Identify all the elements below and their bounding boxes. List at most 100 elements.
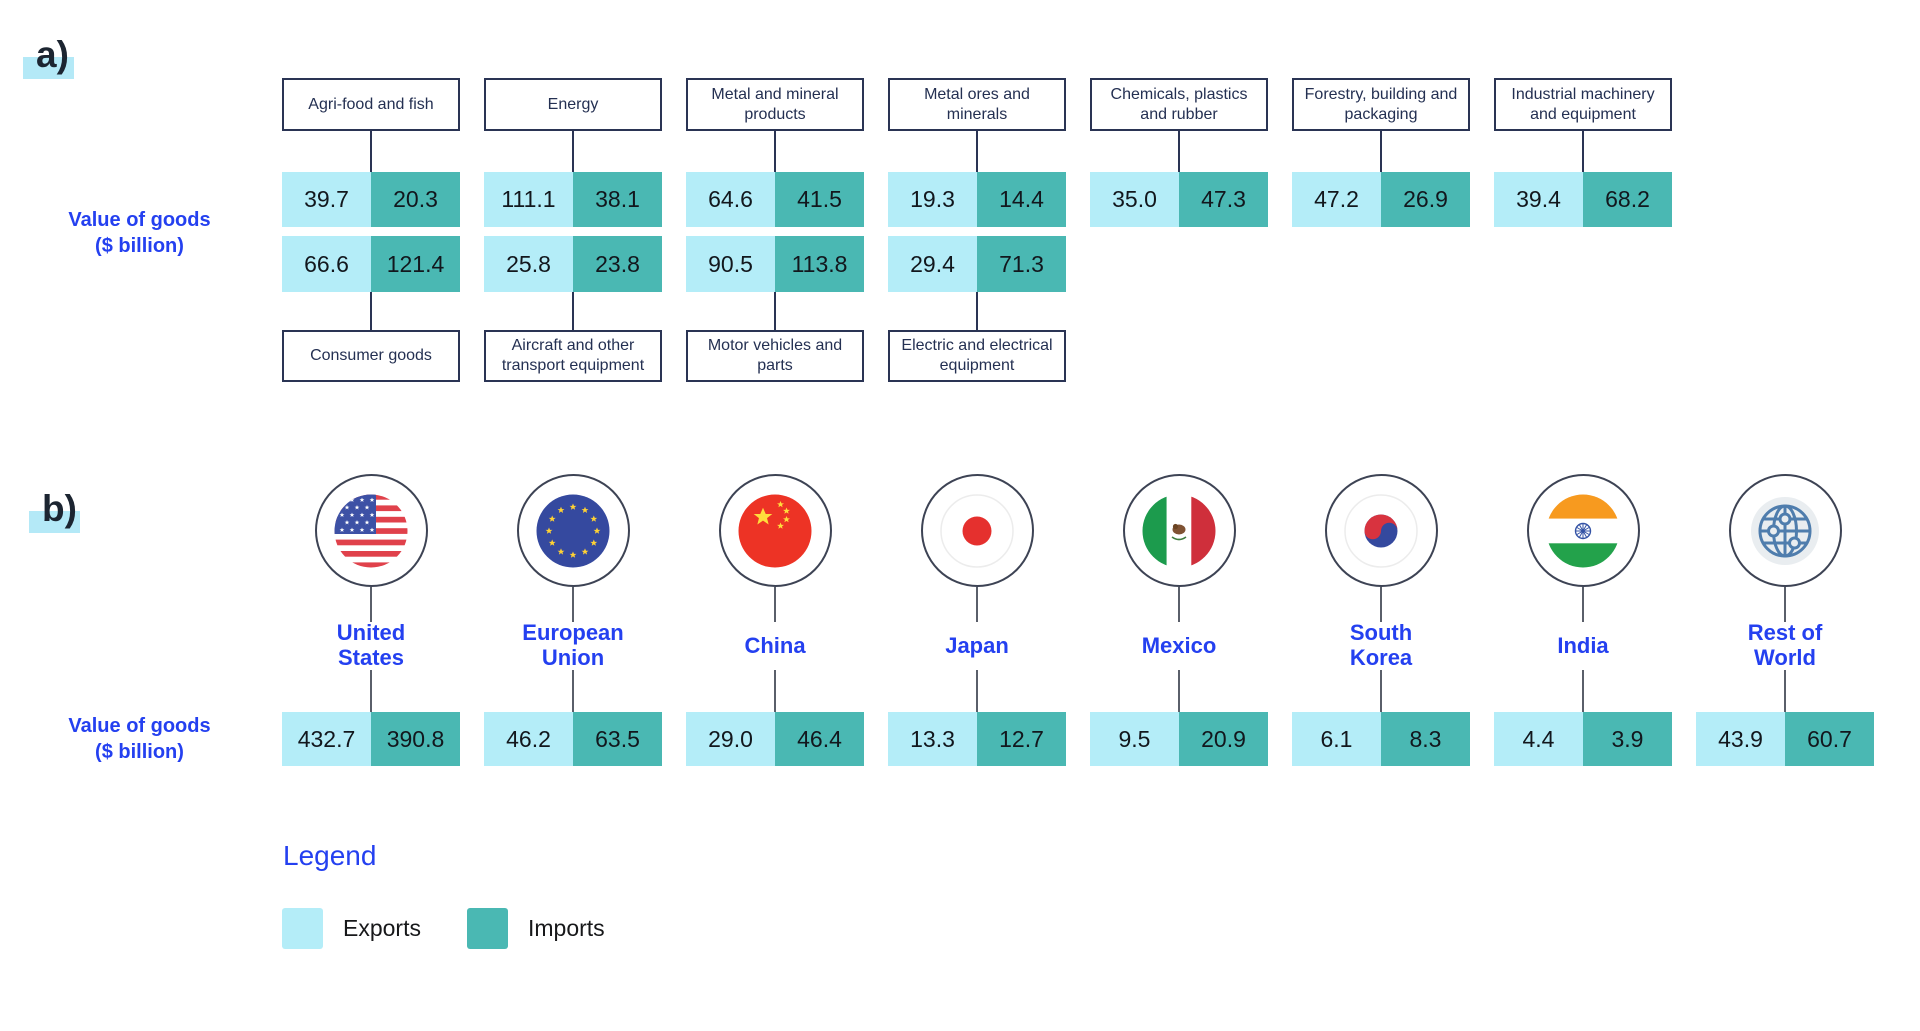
export-value-cell: 4.4	[1494, 712, 1583, 766]
category-column: Metal ores and minerals 19.3 14.4 29.4 7…	[888, 78, 1066, 382]
country-name: Mexico	[1141, 632, 1217, 658]
mexico-flag-icon	[1122, 474, 1236, 587]
category-box-bottom: Motor vehicles and parts	[686, 330, 864, 382]
india-flag-icon	[1526, 474, 1640, 587]
export-value-cell: 432.7	[282, 712, 371, 766]
country-name: South Korea	[1349, 620, 1413, 670]
country-name: Japan	[945, 632, 1009, 658]
import-value-cell: 41.5	[775, 172, 864, 227]
connector-line	[1582, 670, 1584, 712]
value-pair: 64.6 41.5	[686, 172, 864, 227]
connector-line	[1784, 587, 1786, 622]
import-value-cell: 12.7	[977, 712, 1066, 766]
connector-line	[1784, 670, 1786, 712]
panel-b-axis-label: Value of goods ($ billion)	[68, 715, 211, 763]
import-value-cell: 390.8	[371, 712, 460, 766]
category-box-top: Metal and mineral products	[686, 78, 864, 131]
import-value-cell: 63.5	[573, 712, 662, 766]
category-column: Forestry, building and packaging 47.2 26…	[1292, 78, 1470, 227]
globe-icon	[1728, 474, 1842, 587]
connector-line	[1178, 670, 1180, 712]
country-column: United States 432.7 390.8	[282, 474, 460, 766]
japan-flag-icon	[920, 474, 1034, 587]
highlight-rect	[29, 511, 80, 533]
export-value-cell: 6.1	[1292, 712, 1381, 766]
connector-line	[1178, 131, 1180, 172]
value-pair: 66.6 121.4	[282, 236, 460, 292]
connector-line	[976, 670, 978, 712]
category-box-bottom: Aircraft and other transport equipment	[484, 330, 662, 382]
connector-line	[976, 131, 978, 172]
connector-line	[1380, 587, 1382, 622]
import-value-cell: 20.9	[1179, 712, 1268, 766]
panel-a-columns: Agri-food and fish 39.7 20.3 66.6 121.4 …	[282, 78, 1672, 382]
import-value-cell: 8.3	[1381, 712, 1470, 766]
export-value-cell: 39.7	[282, 172, 371, 227]
value-pair: 13.3 12.7	[888, 712, 1066, 766]
connector-line	[1380, 670, 1382, 712]
value-pair: 29.0 46.4	[686, 712, 864, 766]
export-value-cell: 47.2	[1292, 172, 1381, 227]
export-value-cell: 90.5	[686, 236, 775, 292]
legend: Exports Imports	[282, 908, 605, 949]
connector-line	[1582, 587, 1584, 622]
import-value-cell: 3.9	[1583, 712, 1672, 766]
import-value-cell: 14.4	[977, 172, 1066, 227]
country-name: European Union	[522, 620, 624, 670]
country-column: South Korea 6.1 8.3	[1292, 474, 1470, 766]
legend-label-imports: Imports	[527, 915, 605, 941]
country-column: European Union 46.2 63.5	[484, 474, 662, 766]
value-pair: 43.9 60.7	[1696, 712, 1874, 766]
import-value-cell: 121.4	[371, 236, 460, 292]
connector-line	[572, 131, 574, 172]
import-value-cell: 38.1	[573, 172, 662, 227]
panel-a-axis-label: Value of goods ($ billion)	[68, 209, 211, 257]
category-box-bottom: Electric and electrical equipment	[888, 330, 1066, 382]
connector-line	[774, 131, 776, 172]
import-value-cell: 60.7	[1785, 712, 1874, 766]
export-value-cell: 66.6	[282, 236, 371, 292]
country-column: India 4.4 3.9	[1494, 474, 1672, 766]
eu-flag-icon	[516, 474, 630, 587]
connector-line	[572, 587, 574, 622]
panel-b-columns: United States 432.7 390.8 European Un	[282, 474, 1874, 766]
connector-line	[1582, 131, 1584, 172]
import-value-cell: 113.8	[775, 236, 864, 292]
china-flag-icon	[718, 474, 832, 587]
connector-line	[1380, 131, 1382, 172]
country-name: United States	[336, 620, 406, 670]
export-value-cell: 35.0	[1090, 172, 1179, 227]
value-pair: 39.4 68.2	[1494, 172, 1672, 227]
value-pair: 39.7 20.3	[282, 172, 460, 227]
connector-line	[572, 670, 574, 712]
country-column: China 29.0 46.4	[686, 474, 864, 766]
category-column: Chemicals, plastics and rubber 35.0 47.3	[1090, 78, 1268, 227]
export-value-cell: 39.4	[1494, 172, 1583, 227]
value-pair: 47.2 26.9	[1292, 172, 1470, 227]
connector-line	[976, 292, 978, 330]
value-pair: 90.5 113.8	[686, 236, 864, 292]
legend-swatch-exports	[282, 908, 323, 949]
export-value-cell: 111.1	[484, 172, 573, 227]
value-pair: 4.4 3.9	[1494, 712, 1672, 766]
category-box-bottom: Consumer goods	[282, 330, 460, 382]
category-box-top: Industrial machinery and equipment	[1494, 78, 1672, 131]
export-value-cell: 9.5	[1090, 712, 1179, 766]
highlight-rect	[23, 57, 74, 79]
connector-line	[1178, 587, 1180, 622]
connector-line	[370, 131, 372, 172]
connector-line	[774, 587, 776, 622]
export-value-cell: 19.3	[888, 172, 977, 227]
category-box-top: Agri-food and fish	[282, 78, 460, 131]
legend-title: Legend	[283, 840, 377, 871]
country-column: Japan 13.3 12.7	[888, 474, 1066, 766]
value-pair: 29.4 71.3	[888, 236, 1066, 292]
import-value-cell: 47.3	[1179, 172, 1268, 227]
country-name: India	[1557, 632, 1609, 658]
value-pair: 46.2 63.5	[484, 712, 662, 766]
category-box-top: Metal ores and minerals	[888, 78, 1066, 131]
category-box-top: Chemicals, plastics and rubber	[1090, 78, 1268, 131]
country-name: China	[744, 632, 806, 658]
export-value-cell: 29.0	[686, 712, 775, 766]
legend-label-exports: Exports	[343, 915, 421, 941]
